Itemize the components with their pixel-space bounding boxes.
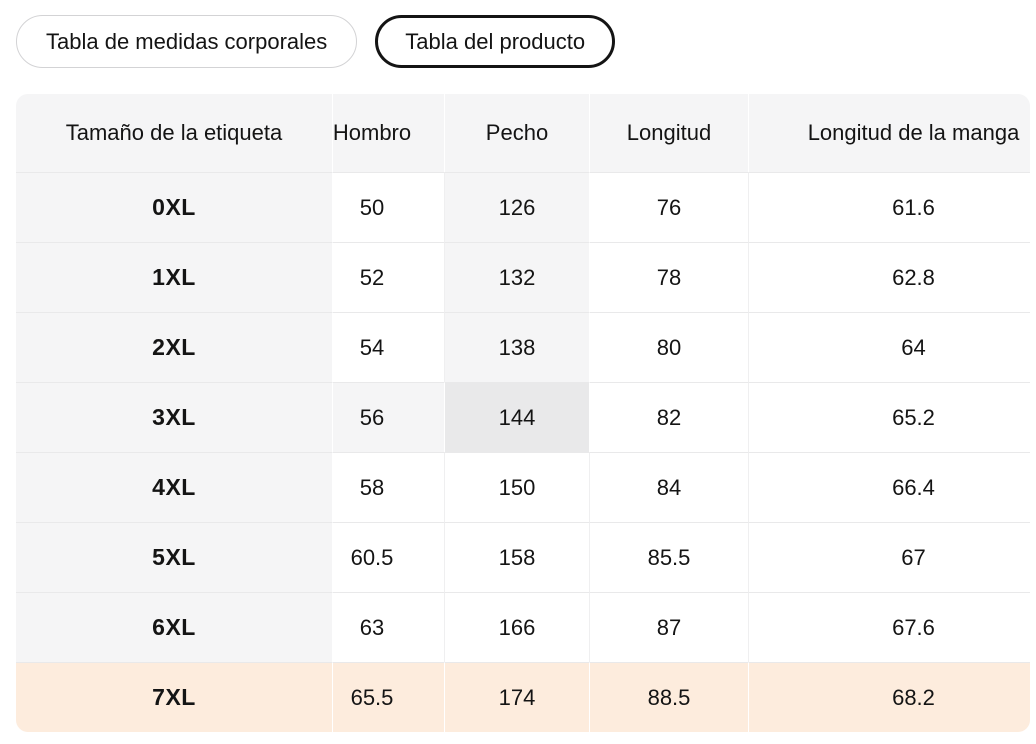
measurement-cell: 66.4 (749, 452, 1030, 522)
column-header-length: Longitud (590, 94, 749, 172)
measurement-cell: 138 (445, 312, 590, 382)
size-table: Tamaño de la etiqueta Hombro Pecho Longi… (16, 94, 1030, 732)
measurement-cell: 67 (749, 522, 1030, 592)
measurement-cell: 76 (590, 172, 749, 242)
size-label-cell: 4XL (16, 452, 333, 522)
size-label-cell: 3XL (16, 382, 333, 452)
size-table-scroll[interactable]: Tamaño de la etiqueta Hombro Pecho Longi… (16, 94, 1030, 732)
measurement-cell: 68.2 (749, 662, 1030, 732)
measurement-cell: 85.5 (590, 522, 749, 592)
table-row: 0XL 50 126 76 61.6 (16, 172, 1030, 242)
measurement-cell: 82 (590, 382, 749, 452)
measurement-cell: 67.6 (749, 592, 1030, 662)
measurement-cell: 144 (445, 382, 590, 452)
measurement-cell: 64 (749, 312, 1030, 382)
table-row: 2XL 54 138 80 64 (16, 312, 1030, 382)
size-table-body: 0XL 50 126 76 61.6 1XL 52 132 78 62.8 2XL 54 138 80 64… (16, 172, 1030, 732)
measurement-cell: 150 (445, 452, 590, 522)
measurement-cell: 78 (590, 242, 749, 312)
table-row: 3XL 56 144 82 65.2 (16, 382, 1030, 452)
measurement-cell: 88.5 (590, 662, 749, 732)
measurement-cell: 84 (590, 452, 749, 522)
table-row: 5XL 60.5 158 85.5 67 (16, 522, 1030, 592)
size-label-cell: 2XL (16, 312, 333, 382)
header-row: Tamaño de la etiqueta Hombro Pecho Longi… (16, 94, 1030, 172)
table-row: 7XL 65.5 174 88.5 68.2 (16, 662, 1030, 732)
measurement-cell: 174 (445, 662, 590, 732)
measurement-cell: 158 (445, 522, 590, 592)
column-header-sleeve-length: Longitud de la manga (749, 94, 1030, 172)
measurement-cell: 80 (590, 312, 749, 382)
measurement-cell: 87 (590, 592, 749, 662)
tab-product-measurements[interactable]: Tabla del producto (375, 15, 616, 68)
size-label-cell: 1XL (16, 242, 333, 312)
measurement-cell: 132 (445, 242, 590, 312)
size-label-cell: 6XL (16, 592, 333, 662)
column-header-chest: Pecho (445, 94, 590, 172)
size-label-cell: 5XL (16, 522, 333, 592)
measurement-cell: 126 (445, 172, 590, 242)
size-label-cell: 0XL (16, 172, 333, 242)
table-row: 4XL 58 150 84 66.4 (16, 452, 1030, 522)
measurement-cell: 166 (445, 592, 590, 662)
table-row: 1XL 52 132 78 62.8 (16, 242, 1030, 312)
size-chart-tabs: Tabla de medidas corporales Tabla del pr… (0, 0, 1036, 68)
measurement-cell: 62.8 (749, 242, 1030, 312)
size-label-cell: 7XL (16, 662, 333, 732)
measurement-cell: 61.6 (749, 172, 1030, 242)
table-row: 6XL 63 166 87 67.6 (16, 592, 1030, 662)
measurement-cell: 65.2 (749, 382, 1030, 452)
column-header-label-size: Tamaño de la etiqueta (16, 94, 333, 172)
tab-body-measurements[interactable]: Tabla de medidas corporales (16, 15, 358, 68)
